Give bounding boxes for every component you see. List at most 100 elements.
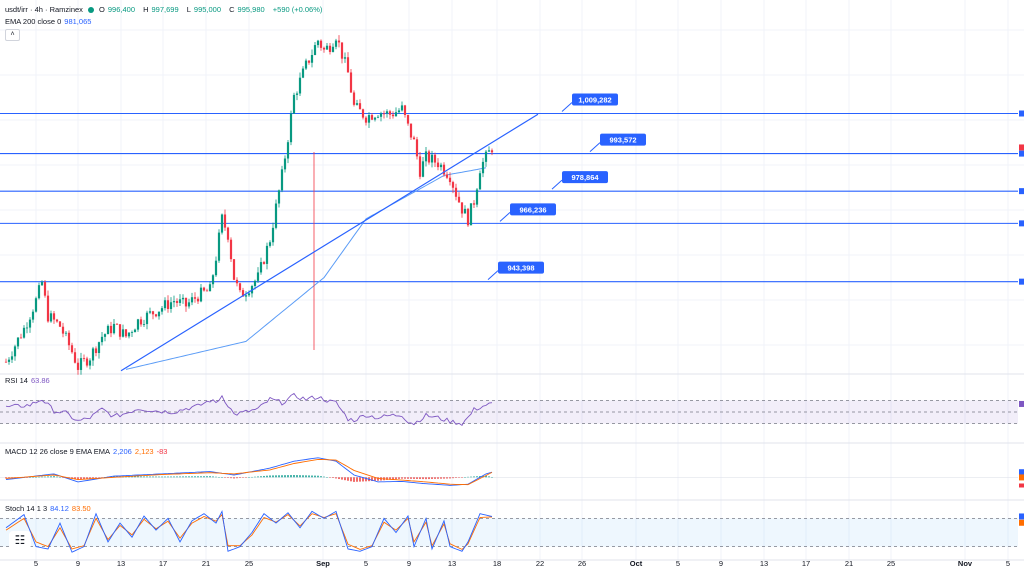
candle-body xyxy=(490,150,494,153)
candle-body xyxy=(37,285,41,299)
candle-body xyxy=(412,137,416,140)
macd-histogram-bar xyxy=(272,475,274,478)
candle-body xyxy=(325,45,329,50)
macd-histogram-bar xyxy=(278,475,280,478)
x-axis: 5 9 13 17 21 25 Sep 5 9 13 18 22 26 Oct 5 9 13 17 21 25 Nov 5 xyxy=(34,559,1010,568)
candle-body xyxy=(460,202,464,214)
macd-histogram-bar xyxy=(191,476,193,478)
macd-histogram-bar xyxy=(80,477,82,480)
macd-histogram-bar xyxy=(161,476,163,478)
candle-body xyxy=(451,182,455,188)
macd-histogram-bar xyxy=(134,476,136,478)
candle-body xyxy=(430,154,434,163)
macd-histogram-bar xyxy=(431,477,433,479)
macd-histogram-bar xyxy=(185,476,187,478)
candle-body xyxy=(310,55,314,63)
ohlc-close: C 995,980 xyxy=(229,5,265,14)
macd-histogram-bar xyxy=(275,475,277,478)
macd-histogram-bar xyxy=(452,477,454,479)
candle-body xyxy=(373,117,377,120)
candle-body xyxy=(205,290,209,292)
candle-body xyxy=(379,113,383,117)
macd-histogram-bar xyxy=(74,477,76,480)
candle-body xyxy=(100,336,104,343)
candle-body xyxy=(49,313,53,322)
tradingview-logo-icon[interactable]: ☷ xyxy=(9,531,31,549)
candle-body xyxy=(91,348,95,361)
macd-histogram-bar xyxy=(206,476,208,478)
macd-histogram-bar xyxy=(302,475,304,478)
ohlc-low: L 995,000 xyxy=(186,5,222,14)
candle-body xyxy=(229,239,233,260)
candle-body xyxy=(289,113,293,143)
candle-body xyxy=(388,111,392,115)
level-label-box xyxy=(600,133,646,146)
candle-body xyxy=(457,196,461,203)
macd-histogram-bar xyxy=(179,476,181,478)
candle-body xyxy=(94,348,98,354)
macd-histogram-bar xyxy=(296,475,298,478)
candle-body xyxy=(154,314,158,317)
macd-histogram-bar xyxy=(50,476,52,478)
candle-body xyxy=(406,115,410,124)
candle-body xyxy=(409,123,413,138)
stoch-pane xyxy=(0,509,1024,553)
candle-body xyxy=(463,208,467,214)
macd-histogram-bar xyxy=(374,477,376,481)
stoch-legend[interactable]: Stoch 14 1 3 84.12 83.50 xyxy=(5,504,94,514)
ema-legend[interactable]: EMA 200 close 0 981,065 xyxy=(5,17,94,27)
candle-body xyxy=(58,321,62,327)
x-tick-label: Sep xyxy=(316,559,330,568)
trendline[interactable] xyxy=(120,113,539,372)
candle-body xyxy=(481,161,485,174)
trendline-line xyxy=(120,113,539,372)
macd-legend[interactable]: MACD 12 26 close 9 EMA EMA 2,206 2,123 -83 xyxy=(5,447,170,457)
candle-body xyxy=(292,94,296,114)
candle-body xyxy=(148,311,152,313)
macd-histogram-bar xyxy=(377,477,379,481)
macd-histogram-bar xyxy=(404,477,406,479)
candle-body xyxy=(232,259,236,280)
candle-body xyxy=(337,40,341,43)
macd-histogram-bar xyxy=(170,476,172,478)
macd-histogram-bar xyxy=(398,477,400,479)
stoch-k-line xyxy=(5,509,493,553)
level-label-connector xyxy=(499,211,511,222)
candle-body xyxy=(280,169,284,191)
x-tick-label: 5 xyxy=(1006,559,1010,568)
rsi-band xyxy=(0,400,1018,424)
macd-histogram-bar xyxy=(59,477,61,478)
macd-histogram-bar xyxy=(167,476,169,478)
macd-histogram-bar xyxy=(389,477,391,480)
candle-body xyxy=(34,298,38,312)
macd-histogram-bar xyxy=(176,476,178,478)
candle-body xyxy=(181,297,185,300)
macd-signal-line xyxy=(5,458,493,486)
macd-histogram-bar xyxy=(284,475,286,478)
rsi-legend[interactable]: RSI 14 63.86 xyxy=(5,376,53,386)
macd-histogram-bar xyxy=(218,477,220,478)
macd-histogram-bar xyxy=(407,477,409,479)
candle-body xyxy=(226,227,230,240)
candle-body xyxy=(301,68,305,78)
macd-histogram-bar xyxy=(467,476,469,478)
candle-body xyxy=(334,40,338,47)
macd-histogram-bar xyxy=(341,477,343,480)
candle-body xyxy=(265,245,269,264)
x-tick-label: 17 xyxy=(802,559,810,568)
symbol-title[interactable]: usdt/irr · 4h · Ramzinex xyxy=(5,5,83,14)
candle-body xyxy=(169,302,173,309)
macd-histogram-bar xyxy=(242,477,244,478)
macd-histogram-bar xyxy=(56,476,58,478)
stoch-band xyxy=(0,518,1018,547)
macd-histogram-bar xyxy=(353,477,355,482)
candle-body xyxy=(382,113,386,115)
candle-body xyxy=(79,358,83,370)
candle-body xyxy=(277,190,281,204)
candle-body xyxy=(262,262,266,264)
macd-histogram-bar xyxy=(461,477,463,478)
macd-histogram-bar xyxy=(194,476,196,478)
chevron-up-icon[interactable]: ˄ xyxy=(5,29,20,41)
candle-body xyxy=(367,115,371,123)
